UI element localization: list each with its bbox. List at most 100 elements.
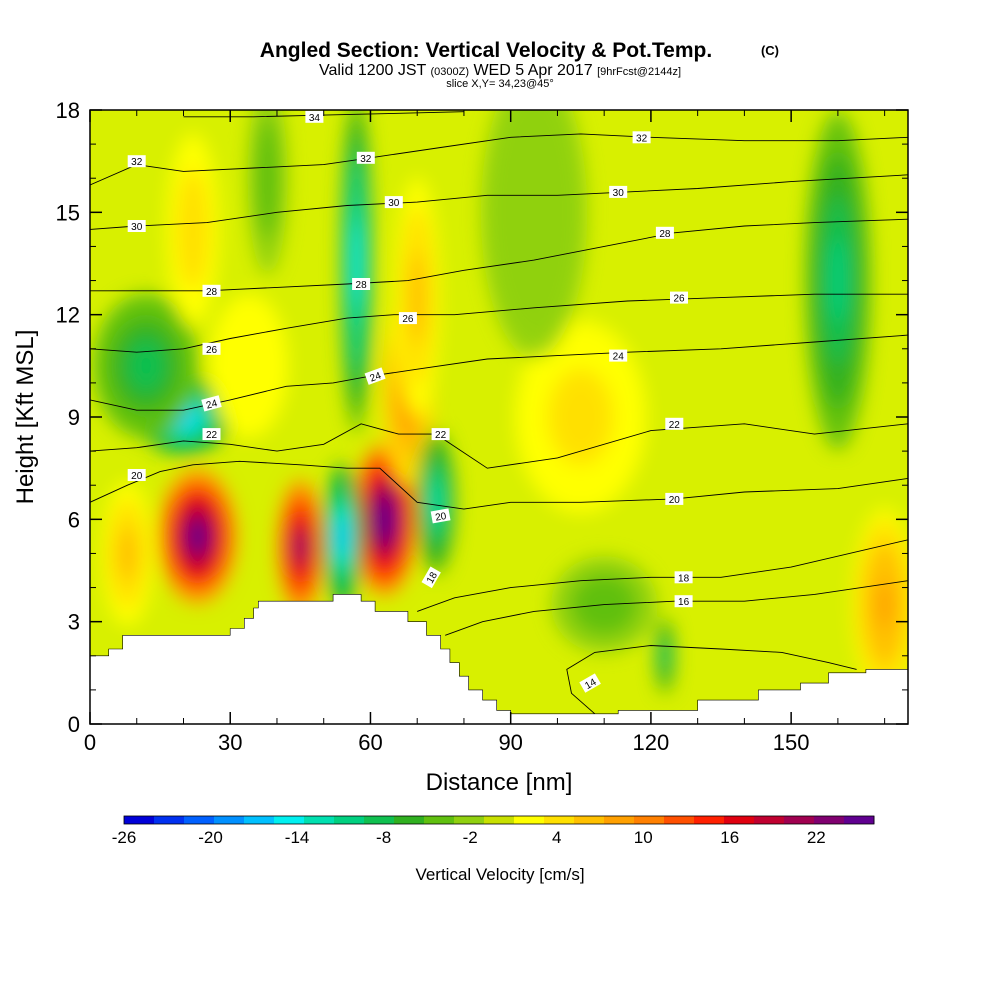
velocity-cell [376,500,393,539]
colorbar-swatch [304,816,335,824]
contour-label-text: 30 [388,198,400,209]
contour-label-box [674,571,693,584]
velocity-cell [187,519,208,554]
contour-label-box [127,220,146,232]
colorbar-swatch [244,816,275,824]
y-tick-label: 15 [56,200,80,225]
contour-label-box [609,349,628,362]
contour-label-box [421,566,441,589]
theta-contour-16 [445,580,908,636]
y-tick-label: 0 [68,712,80,737]
colorbar-swatch [364,816,395,824]
colorbar-swatch [214,816,245,824]
colorbar-swatch [274,816,305,824]
contour-label-box [356,151,375,164]
colorbar-swatch [574,816,605,824]
colorbar-swatch [424,816,455,824]
colorbar-swatch [124,816,155,824]
contour-label-box [127,469,146,481]
velocity-cell [262,154,273,203]
y-tick-label: 18 [56,98,80,123]
velocity-cell [120,535,134,572]
colorbar-tick-label: 4 [552,828,561,847]
contour-label: 30 [127,220,146,233]
contour-label-box [202,284,221,297]
contour-label: 22 [665,417,684,431]
contour-label-box [201,395,222,412]
contour-label-box [579,673,601,693]
x-tick-label: 150 [773,730,810,755]
theta-contour-24 [90,334,908,411]
theta-contour-32 [90,133,908,186]
contour-label-box [352,278,371,290]
contour-label-box [609,185,628,198]
contour-label: 18 [674,571,693,584]
contour-label-box [670,291,688,304]
contour-label-text: 34 [309,113,321,124]
contour-label-text: 22 [206,430,218,441]
contour-label: 26 [670,291,688,305]
x-tick-label: 60 [358,730,382,755]
x-tick-label: 120 [633,730,670,755]
colorbar-swatch [334,816,365,824]
theta-contour-14 [566,645,857,715]
contour-label: 28 [202,284,221,298]
contour-label-text: 14 [583,677,599,692]
contour-label-text: 28 [356,280,368,291]
contour-label: 28 [655,226,674,240]
contour-label-text: 20 [131,471,143,482]
velocity-cell [186,205,200,254]
contour-label-text: 32 [636,133,648,144]
theta-contour-22 [90,423,908,469]
contour-label: 14 [579,673,601,693]
colorbar-swatch [184,816,215,824]
contour-label-text: 24 [613,352,625,363]
slice-label: slice X,Y= 34,23@45° [446,78,554,90]
contour-label-text: 18 [678,573,690,584]
subtitle-zulu: (0300Z) [430,66,469,78]
contour-label-text: 30 [131,222,143,233]
velocity-cell [876,580,893,629]
contour-label: 22 [431,428,450,441]
contour-label-text: 16 [678,597,690,608]
colorbar-tick-label: 16 [720,828,739,847]
contour-label: 34 [305,110,324,124]
plot-area: 14 16 18 20 22 24 26 28 30 32 34 32 30 28 26 24 22 20 32 30… [90,110,908,724]
contour-label-box [632,131,651,144]
theta-contour-26 [90,293,908,353]
contour-label-text: 22 [669,420,681,431]
velocity-cell [337,518,348,555]
theta-contour-20 [90,460,908,510]
contour-label-box [431,428,450,441]
colorbar-swatch [634,816,665,824]
chart-title: Angled Section: Vertical Velocity & Pot.… [260,39,712,62]
colorbar-tick-label: 10 [634,828,653,847]
contour-label-text: 32 [131,157,143,168]
contour-label-box [202,342,221,355]
colorbar-swatch [814,816,845,824]
contour-label-box [665,417,684,430]
colorbar-swatch [484,816,515,824]
x-tick-label: 30 [218,730,242,755]
contour-label-text: 18 [425,570,440,586]
colorbar-label: Vertical Velocity [cm/s] [415,865,584,884]
contour-label-box [398,312,417,325]
theta-contour-30 [90,174,908,230]
contour-label-text: 24 [205,398,219,412]
colorbar-swatch [544,816,575,824]
colorbar: -26 -20 -14 -8 -2 4 10 16 22 [112,815,875,847]
x-axis-title: Distance [nm] [426,769,573,796]
x-tick-label: 0 [84,730,96,755]
contour-label: 26 [398,312,417,325]
contour-label-text: 26 [402,314,414,325]
contour-label: 30 [609,185,628,199]
colorbar-frame [123,815,875,825]
colorbar-tick-label: -20 [198,828,223,847]
velocity-cell [829,238,847,323]
velocity-cell [352,221,361,306]
colorbar-swatch [604,816,635,824]
colorbar-tick-label: -2 [463,828,478,847]
contour-label: 18 [421,566,441,589]
colorbar-swatch [514,816,545,824]
